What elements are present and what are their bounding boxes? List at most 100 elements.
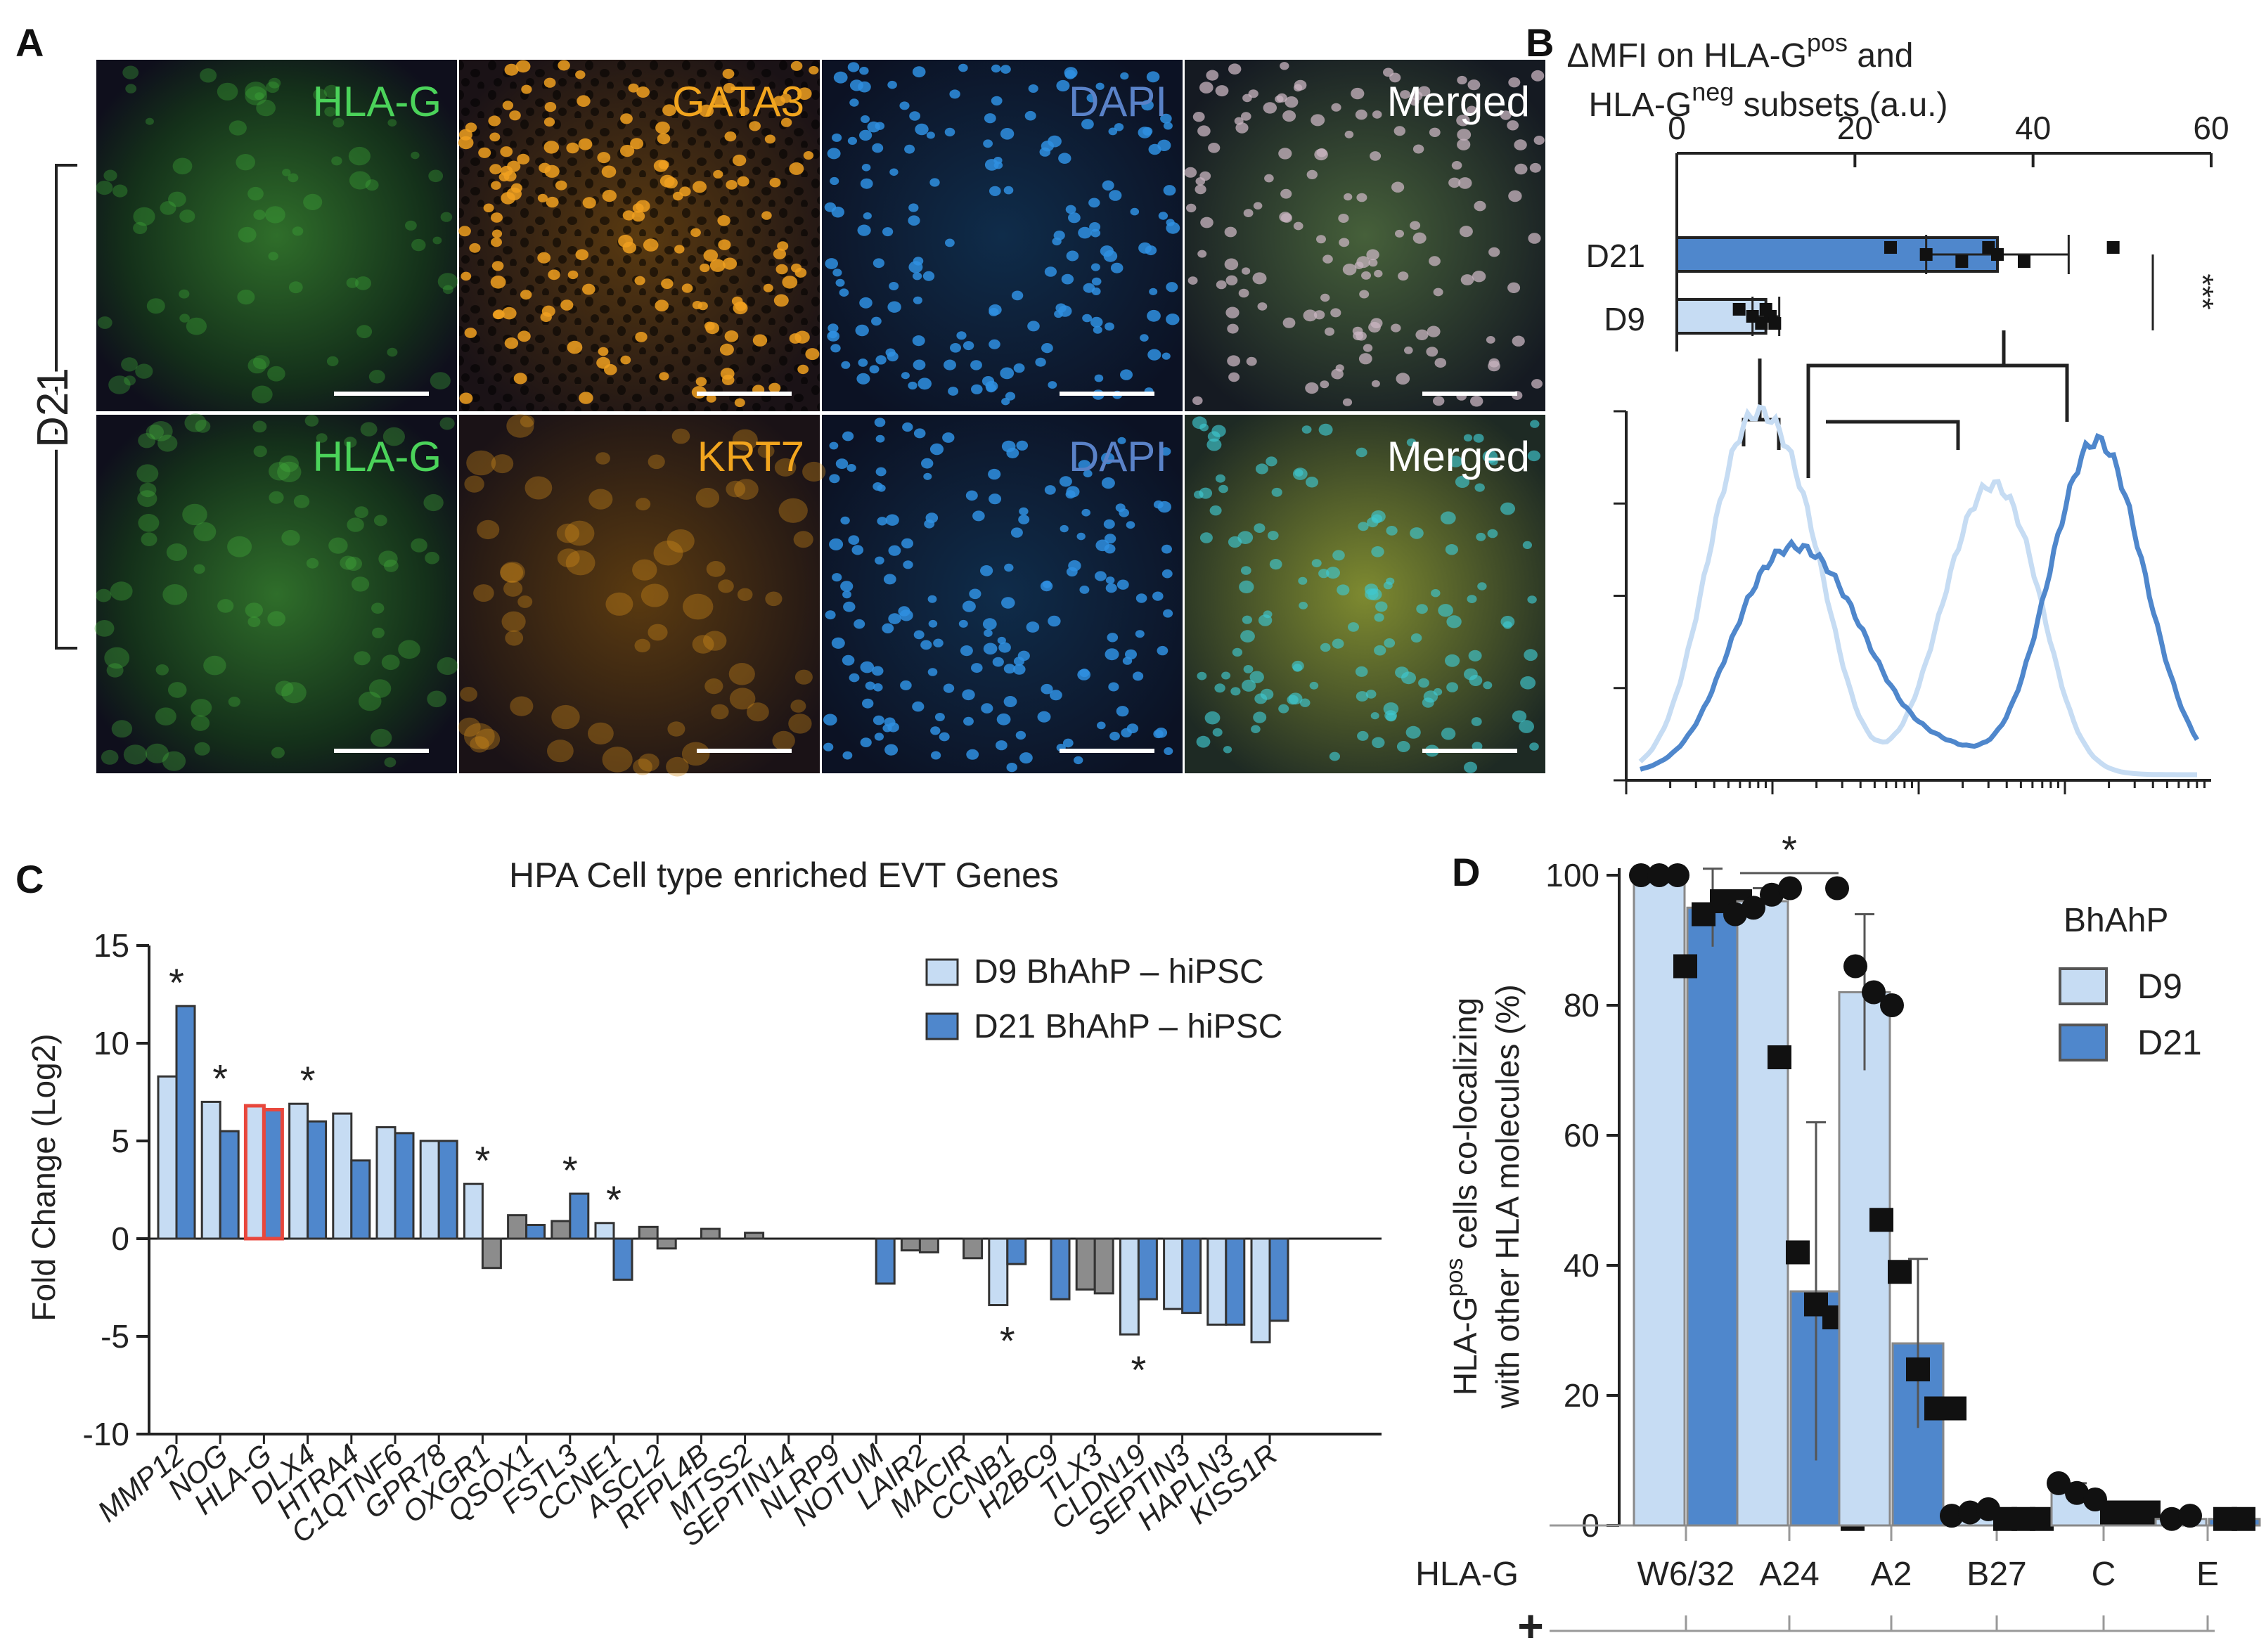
nucleus bbox=[839, 288, 849, 297]
bar-hla-g-d21 bbox=[262, 1108, 284, 1241]
nucleus bbox=[193, 522, 217, 542]
nucleus bbox=[256, 99, 276, 117]
bar-a24-d9 bbox=[1736, 900, 1789, 1527]
nucleus bbox=[989, 186, 1001, 196]
nucleus bbox=[1271, 487, 1282, 497]
bar-ccnb1-d9 bbox=[988, 1237, 1009, 1307]
bar-mtss2-d21 bbox=[744, 1232, 765, 1240]
nucleus bbox=[348, 146, 371, 166]
bar-hla-g-d9 bbox=[243, 1104, 266, 1241]
nucleus bbox=[167, 682, 187, 698]
nucleus bbox=[122, 65, 139, 79]
nucleus bbox=[734, 479, 759, 500]
bar-hapln3-d9 bbox=[1206, 1237, 1228, 1326]
nucleus bbox=[360, 422, 378, 437]
nucleus bbox=[1232, 647, 1243, 657]
nucleus bbox=[681, 283, 693, 293]
nucleus bbox=[543, 141, 560, 154]
nucleus bbox=[579, 392, 593, 404]
nucleus bbox=[1074, 756, 1083, 765]
nucleus bbox=[720, 368, 735, 380]
significance-star: * bbox=[562, 1148, 578, 1192]
nucleus bbox=[726, 180, 738, 190]
nucleus bbox=[832, 269, 842, 277]
significance-star: * bbox=[606, 1177, 622, 1222]
nucleus bbox=[1280, 188, 1292, 199]
nucleus bbox=[596, 452, 610, 465]
nucleus bbox=[1005, 392, 1016, 401]
nucleus bbox=[1048, 615, 1061, 627]
nucleus bbox=[1395, 229, 1404, 238]
nucleus bbox=[371, 728, 392, 747]
y-tick-label: 0 bbox=[111, 1220, 129, 1257]
nucleus bbox=[1197, 250, 1207, 258]
nucleus bbox=[718, 239, 731, 250]
nucleus bbox=[323, 84, 340, 98]
x-category-label: B27 bbox=[1966, 1556, 2026, 1593]
nucleus bbox=[703, 249, 719, 262]
nucleus bbox=[1355, 109, 1367, 120]
nucleus bbox=[333, 117, 345, 128]
nucleus bbox=[1079, 586, 1090, 594]
nucleus bbox=[693, 181, 707, 193]
nucleus bbox=[565, 550, 596, 576]
nucleus bbox=[674, 245, 685, 254]
panel-c-title: HPA Cell type enriched EVT Genes bbox=[509, 856, 1059, 895]
nucleus bbox=[1467, 595, 1477, 603]
nucleus bbox=[237, 290, 255, 305]
nucleus bbox=[1235, 122, 1249, 134]
nucleus bbox=[598, 347, 609, 356]
nucleus bbox=[265, 206, 285, 224]
nucleus bbox=[722, 257, 738, 270]
nucleus bbox=[517, 153, 530, 164]
panel-b-bars bbox=[1675, 235, 2120, 336]
nucleus bbox=[1206, 70, 1219, 81]
nucleus bbox=[1115, 503, 1126, 512]
x-tick-label: 60 bbox=[2193, 110, 2229, 146]
nucleus bbox=[640, 583, 669, 607]
nucleus bbox=[506, 414, 534, 438]
nucleus bbox=[782, 276, 798, 289]
legend-label-d9: D9 BhAhP – hiPSC bbox=[974, 953, 1264, 990]
nucleus bbox=[803, 151, 814, 160]
nucleus bbox=[1395, 666, 1409, 678]
nucleus bbox=[1061, 273, 1074, 285]
nucleus bbox=[582, 197, 596, 209]
nucleus bbox=[106, 663, 124, 678]
nucleus bbox=[1386, 526, 1398, 536]
data-point bbox=[1919, 248, 1933, 261]
nucleus bbox=[945, 238, 955, 247]
data-point bbox=[1943, 1396, 1966, 1421]
nucleus bbox=[1309, 681, 1319, 690]
nucleus bbox=[1223, 746, 1232, 754]
legend-title: BhAhP bbox=[2064, 902, 2168, 939]
nucleus bbox=[1410, 633, 1422, 643]
nucleus bbox=[1418, 86, 1431, 97]
nucleus bbox=[1460, 274, 1474, 285]
nucleus bbox=[605, 592, 633, 616]
nucleus bbox=[887, 301, 901, 313]
nucleus bbox=[667, 721, 685, 737]
nucleus bbox=[245, 82, 267, 101]
nucleus bbox=[1239, 580, 1254, 594]
nucleus bbox=[1027, 321, 1040, 332]
nucleus bbox=[575, 249, 589, 261]
nucleus bbox=[1248, 89, 1258, 98]
nucleus bbox=[1282, 110, 1296, 122]
nucleus bbox=[690, 228, 701, 238]
nucleus bbox=[858, 359, 868, 367]
nucleus bbox=[1431, 589, 1441, 598]
nucleus bbox=[1040, 581, 1053, 592]
nucleus bbox=[1192, 396, 1203, 406]
nucleus bbox=[1488, 247, 1500, 257]
nucleus bbox=[842, 751, 853, 760]
nucleus bbox=[266, 81, 280, 93]
nucleus bbox=[695, 487, 720, 508]
nucleus bbox=[713, 169, 723, 179]
nucleus bbox=[948, 387, 959, 396]
nucleus bbox=[1331, 103, 1341, 112]
bar-a2-d9 bbox=[1838, 991, 1891, 1527]
nucleus bbox=[103, 169, 117, 181]
nucleus bbox=[1288, 692, 1303, 705]
nucleus bbox=[1206, 438, 1222, 451]
